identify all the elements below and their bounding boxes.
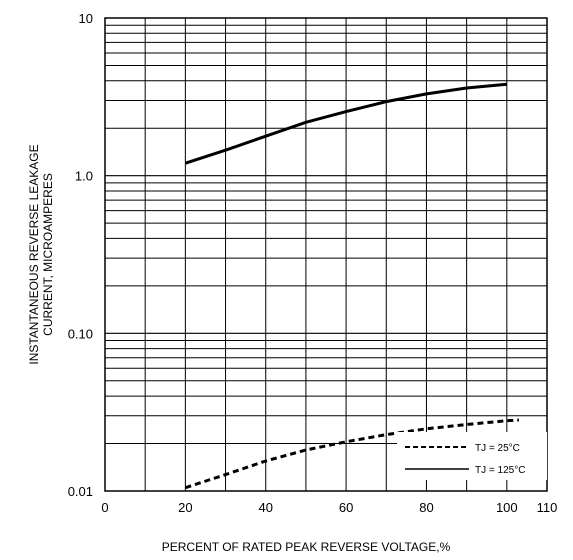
plot-frame: [104, 17, 548, 492]
series-lines: [184, 82, 519, 490]
series-line: [184, 82, 507, 165]
x-tick-label: 60: [339, 500, 353, 515]
series-line: [184, 418, 519, 490]
x-tick-label: 80: [419, 500, 433, 515]
legend: TJ = 25°C TJ = 125°C: [397, 432, 547, 480]
x-tick-label: 40: [258, 500, 272, 515]
x-axis-title: PERCENT OF RATED PEAK REVERSE VOLTAGE,%: [162, 540, 451, 554]
y-tick-label: 0.01: [68, 484, 93, 499]
legend-box: [397, 432, 547, 480]
y-tick-label: 10: [79, 11, 93, 26]
y-axis-title: INSTANTANEOUS REVERSE LEAKAGE CURRENT, MI…: [27, 144, 55, 364]
y-tick-labels: 0.01 0.10 1.0 10: [68, 11, 93, 499]
y-tick-label: 1.0: [75, 169, 93, 184]
x-tick-label: 20: [178, 500, 192, 515]
grid: [105, 18, 547, 491]
y-axis-title-line: CURRENT, MICROAMPERES: [41, 173, 55, 336]
y-axis-title-line: INSTANTANEOUS REVERSE LEAKAGE: [27, 144, 41, 364]
x-tick-label: 100: [496, 500, 518, 515]
legend-label: TJ = 125°C: [475, 465, 525, 476]
legend-label: TJ = 25°C: [475, 443, 520, 454]
x-tick-label: 0: [101, 500, 108, 515]
y-tick-label: 0.10: [68, 326, 93, 341]
x-tick-labels: 0 20 40 60 80 100 110: [101, 500, 557, 515]
x-tick-label: 110: [537, 500, 558, 515]
